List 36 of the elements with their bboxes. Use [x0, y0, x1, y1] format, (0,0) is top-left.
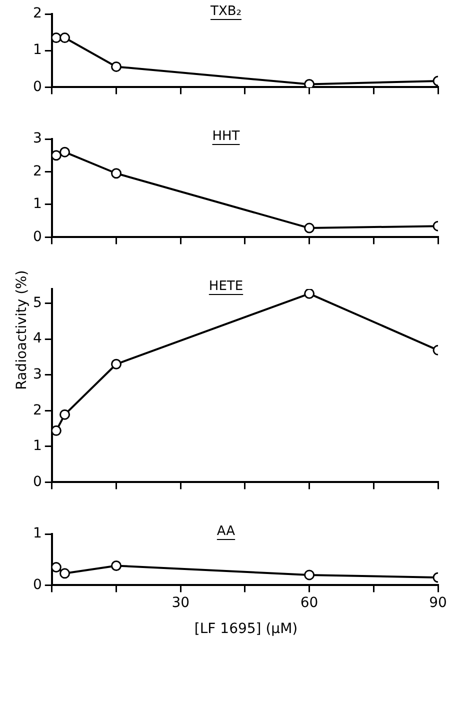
point [60, 32, 70, 44]
x-axis-title: [LF 1695] (μM) [193, 621, 299, 637]
x-tick-label: 30 [172, 595, 190, 612]
y-tick-label: 2 [32, 163, 42, 180]
x-tick-label: 60 [300, 595, 318, 612]
y-tick-label: 0 [32, 576, 42, 593]
point [52, 562, 62, 573]
y-tick-label: 0 [32, 78, 42, 95]
x-tick-label: 90 [429, 595, 447, 612]
point [60, 409, 70, 420]
chart-title: AA [216, 524, 236, 539]
chart-title: HETE [208, 279, 244, 294]
y-axis-title: Radioactivity (%) [14, 270, 30, 390]
point [60, 146, 70, 158]
point [52, 150, 62, 161]
point [111, 168, 122, 179]
y-tick-label: 0 [32, 474, 42, 490]
point [60, 568, 70, 579]
y-tick-label: 2 [32, 6, 42, 22]
point [111, 61, 122, 72]
y-tick-label: 1 [32, 526, 42, 542]
y-tick-label: 1 [32, 196, 42, 212]
point [52, 32, 62, 44]
y-tick-label: 5 [32, 294, 42, 311]
y-tick-label: 1 [32, 42, 42, 58]
y-tick-label: 3 [32, 366, 42, 383]
chart-title: TXB₂ [210, 4, 242, 19]
y-tick-label: 3 [32, 130, 42, 147]
y-tick-label: 4 [32, 330, 42, 347]
point [111, 358, 122, 370]
y-tick-label: 1 [32, 438, 42, 454]
point [111, 560, 122, 571]
chart-title: HHT [212, 129, 240, 144]
y-tick-label: 0 [32, 228, 42, 245]
y-tick-label: 2 [32, 402, 42, 418]
point [52, 425, 62, 436]
